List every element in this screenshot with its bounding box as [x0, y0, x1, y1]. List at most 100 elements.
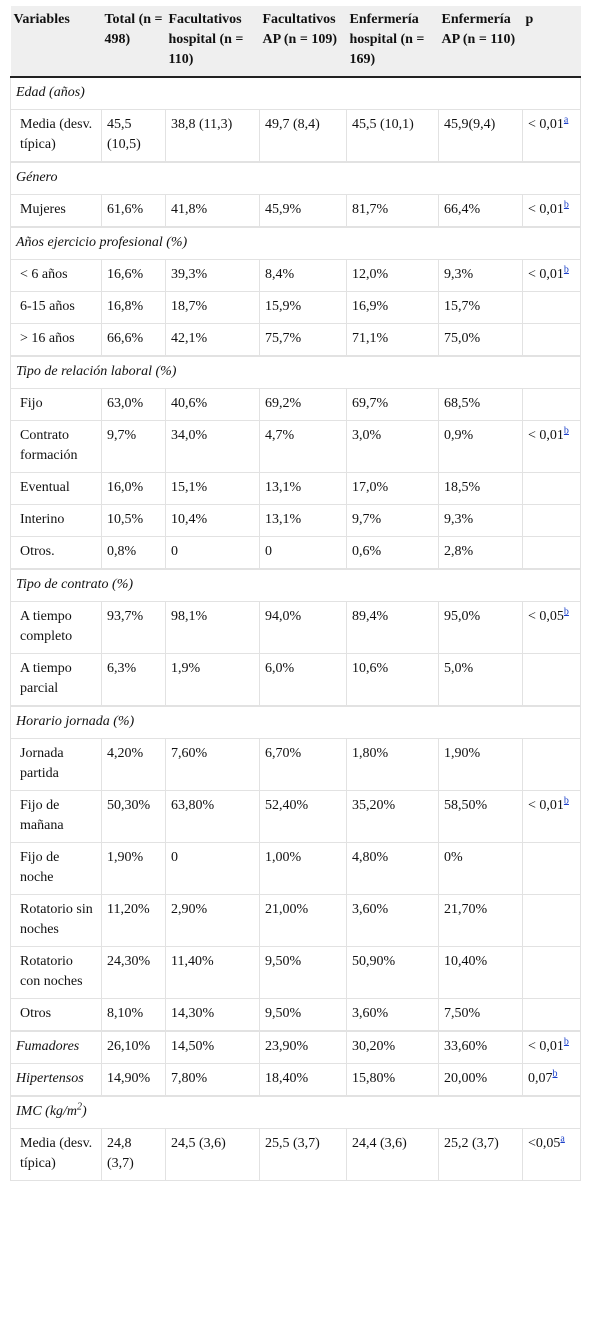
data-cell: 95,0% [438, 601, 523, 654]
section-row: Horario jornada (%) [10, 706, 581, 739]
column-header: Variables [10, 6, 102, 78]
data-cell: 16,6% [101, 259, 166, 292]
row-label: Rotatorio sin noches [10, 894, 102, 947]
row-label: Media (desv. típica) [10, 109, 102, 162]
footnote-link[interactable]: b [563, 199, 569, 211]
superscript: 2 [77, 1101, 83, 1113]
data-cell: 75,7% [259, 323, 347, 356]
data-cell: 21,70% [438, 894, 523, 947]
section-title: Género [10, 162, 581, 195]
data-cell: 0 [165, 842, 260, 895]
data-cell: 18,7% [165, 291, 260, 324]
row-label: Contrato formación [10, 420, 102, 473]
data-cell: 21,00% [259, 894, 347, 947]
data-cell: 0 [165, 536, 260, 569]
data-cell: 11,40% [165, 946, 260, 999]
data-cell: 50,30% [101, 790, 166, 843]
data-cell: 0,07b [522, 1063, 581, 1096]
data-row: Otros 8,10% 14,30% 9,50% 3,60% 7,50% [10, 998, 581, 1031]
footnote-link[interactable]: a [560, 1133, 565, 1145]
cell-text: 0,07 [528, 1071, 553, 1086]
data-cell: 1,00% [259, 842, 347, 895]
row-label: A tiempo completo [10, 601, 102, 654]
data-cell: < 0,01b [522, 259, 581, 292]
data-row: Contrato formación 9,7% 34,0% 4,7% 3,0% 0,9% <… [10, 420, 581, 473]
data-cell [522, 738, 581, 791]
data-cell: 3,60% [346, 894, 439, 947]
footnote-link[interactable]: b [563, 1036, 569, 1048]
data-row: Fumadores 26,10% 14,50% 23,90% 30,20% 33,60% <… [10, 1031, 581, 1064]
column-header: Facultativos hospital (n = 110) [165, 6, 260, 78]
data-cell: 89,4% [346, 601, 439, 654]
table-body: Edad (años) Media (desv. típica) 45,5 (10,… [10, 76, 581, 1181]
row-label: Mujeres [10, 194, 102, 227]
data-cell: 24,5 (3,6) [165, 1128, 260, 1181]
data-cell: 7,50% [438, 998, 523, 1031]
data-cell: < 0,01b [522, 420, 581, 473]
footnote-link[interactable]: b [563, 264, 569, 276]
cell-text: IMC (kg/m [16, 1104, 78, 1119]
footnote-link[interactable]: b [563, 425, 569, 437]
superscript: b [564, 795, 569, 806]
data-cell: 94,0% [259, 601, 347, 654]
cell-text: ) [82, 1104, 87, 1119]
data-cell: 15,9% [259, 291, 347, 324]
data-cell [522, 946, 581, 999]
data-cell: < 0,01b [522, 790, 581, 843]
data-cell: 18,40% [259, 1063, 347, 1096]
data-cell: 25,5 (3,7) [259, 1128, 347, 1181]
data-cell: 98,1% [165, 601, 260, 654]
data-cell: 15,1% [165, 472, 260, 505]
section-title: Años ejercicio profesional (%) [10, 227, 581, 260]
footnote-link[interactable]: b [563, 795, 569, 807]
cell-text: < 0,01 [528, 267, 564, 282]
data-row: Otros. 0,8% 0 0 0,6% 2,8% [10, 536, 581, 569]
data-cell: 0,8% [101, 536, 166, 569]
data-cell: < 0,01b [522, 194, 581, 227]
data-cell: 16,9% [346, 291, 439, 324]
column-header: Facultativos AP (n = 109) [259, 6, 347, 78]
data-cell: 45,9(9,4) [438, 109, 523, 162]
data-cell: 75,0% [438, 323, 523, 356]
column-header: p [522, 6, 581, 78]
data-cell: 4,20% [101, 738, 166, 791]
section-row: Tipo de contrato (%) [10, 569, 581, 602]
data-cell: 9,3% [438, 259, 523, 292]
cell-text: < 0,05 [528, 609, 564, 624]
data-row: Fijo de noche 1,90% 0 1,00% 4,80% 0% [10, 842, 581, 895]
data-cell: 14,50% [165, 1031, 260, 1064]
data-row: Rotatorio sin noches 11,20% 2,90% 21,00% 3,6… [10, 894, 581, 947]
data-cell: 1,90% [438, 738, 523, 791]
data-cell: 52,40% [259, 790, 347, 843]
data-row: Fijo 63,0% 40,6% 69,2% 69,7% 68,5% [10, 388, 581, 421]
data-cell: 39,3% [165, 259, 260, 292]
footnote-link[interactable]: a [563, 114, 569, 126]
footnote-link[interactable]: b [563, 606, 569, 618]
row-label: Otros. [10, 536, 102, 569]
superscript: b [564, 199, 569, 210]
cell-text: <0,05 [528, 1136, 561, 1151]
data-cell: 45,5 (10,5) [101, 109, 166, 162]
data-cell: < 0,05b [522, 601, 581, 654]
data-cell: 5,0% [438, 653, 523, 706]
superscript: b [564, 606, 569, 617]
cell-text: < 0,01 [528, 202, 564, 217]
row-label: Eventual [10, 472, 102, 505]
row-label: < 6 años [10, 259, 102, 292]
data-cell: 0% [438, 842, 523, 895]
cell-text: < 0,01 [528, 117, 564, 132]
row-label: Jornada partida [10, 738, 102, 791]
footnote-link[interactable]: b [552, 1068, 558, 1080]
data-row: Interino 10,5% 10,4% 13,1% 9,7% 9,3% [10, 504, 581, 537]
data-cell: 50,90% [346, 946, 439, 999]
data-cell: 58,50% [438, 790, 523, 843]
superscript: b [564, 1036, 569, 1047]
data-cell: 1,80% [346, 738, 439, 791]
data-table: Variables Total (n = 498) Facultativos hos… [10, 6, 581, 1181]
data-cell: 15,7% [438, 291, 523, 324]
row-label: Fumadores [10, 1031, 102, 1064]
data-cell: 11,20% [101, 894, 166, 947]
data-cell: 4,80% [346, 842, 439, 895]
row-label: A tiempo parcial [10, 653, 102, 706]
